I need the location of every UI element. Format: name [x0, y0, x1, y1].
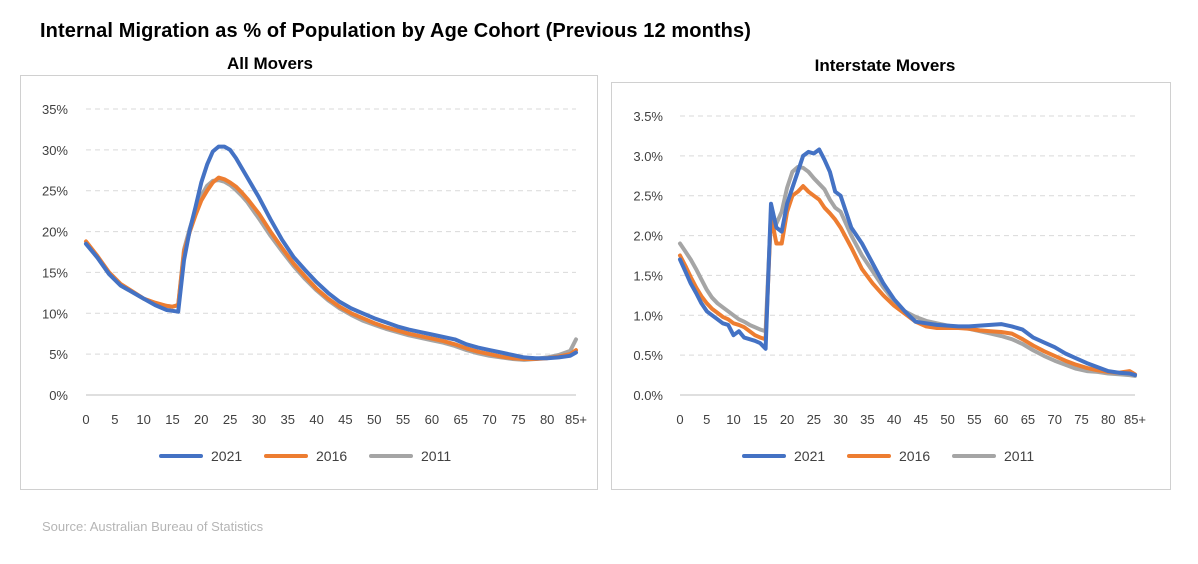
x-tick-label: 75 [511, 412, 525, 427]
x-tick-label: 85+ [1124, 412, 1146, 427]
x-tick-label: 70 [482, 412, 496, 427]
y-tick-label: 2.0% [633, 229, 663, 244]
x-tick-label: 20 [194, 412, 208, 427]
legend-label-2011: 2011 [1004, 448, 1034, 464]
y-tick-label: 10% [42, 306, 68, 321]
legend-label-2016: 2016 [316, 448, 347, 464]
x-tick-label: 55 [396, 412, 410, 427]
x-tick-label: 20 [780, 412, 794, 427]
y-tick-label: 0.0% [633, 388, 663, 403]
chart-title-interstate-movers: Interstate Movers [814, 56, 956, 75]
series-line-2021 [84, 144, 578, 361]
x-tick-label: 40 [309, 412, 323, 427]
legend-label-2011: 2011 [421, 448, 451, 464]
x-tick-label: 70 [1047, 412, 1061, 427]
x-tick-label: 45 [338, 412, 352, 427]
legend-label-2016: 2016 [899, 448, 930, 464]
legend-label-2021: 2021 [211, 448, 242, 464]
y-tick-label: 1.5% [633, 268, 663, 283]
y-tick-label: 30% [42, 143, 68, 158]
x-tick-label: 30 [252, 412, 266, 427]
y-tick-label: 25% [42, 184, 68, 199]
x-tick-label: 45 [914, 412, 928, 427]
y-tick-label: 1.0% [633, 308, 663, 323]
x-tick-label: 10 [726, 412, 740, 427]
x-tick-label: 15 [753, 412, 767, 427]
x-tick-label: 30 [833, 412, 847, 427]
series-line-2016 [678, 184, 1137, 377]
x-tick-label: 85+ [565, 412, 587, 427]
main-title: Internal Migration as % of Population by… [40, 20, 751, 42]
chart-title-all-movers: All Movers [227, 54, 313, 73]
series-line-2011 [678, 165, 1137, 378]
y-tick-label: 0.5% [633, 348, 663, 363]
x-tick-label: 60 [994, 412, 1008, 427]
y-tick-label: 15% [42, 265, 68, 280]
x-tick-label: 40 [887, 412, 901, 427]
y-tick-label: 35% [42, 102, 68, 117]
chart-all-movers-svg: 0% 5% 10% 15% 20% 25% 30% 35% 0 5 10 15 20 25 30 35 40 45… [42, 102, 587, 464]
legend-label-2021: 2021 [794, 448, 825, 464]
series-line-2016 [84, 175, 578, 361]
source-note: Source: Australian Bureau of Statistics [42, 519, 264, 534]
x-tick-label: 75 [1074, 412, 1088, 427]
y-tick-label: 5% [49, 347, 68, 362]
x-tick-label: 5 [111, 412, 118, 427]
y-tick-label: 3.0% [633, 149, 663, 164]
x-tick-label: 65 [453, 412, 467, 427]
x-tick-label: 50 [940, 412, 954, 427]
y-tick-label: 3.5% [633, 109, 663, 124]
x-tick-label: 80 [1101, 412, 1115, 427]
x-tick-label: 60 [425, 412, 439, 427]
x-tick-label: 15 [165, 412, 179, 427]
chart-interstate-movers-svg: 0.0% 0.5% 1.0% 1.5% 2.0% 2.5% 3.0% 3.5% 0 5 10 15 20… [633, 109, 1146, 464]
x-tick-label: 5 [703, 412, 710, 427]
x-tick-label: 25 [807, 412, 821, 427]
x-tick-label: 25 [223, 412, 237, 427]
chart-all-movers: 0% 5% 10% 15% 20% 25% 30% 35% 0 5 10 15 20 25 30 35 40 45… [20, 75, 598, 490]
x-tick-label: 35 [860, 412, 874, 427]
x-tick-label: 65 [1021, 412, 1035, 427]
x-tick-label: 0 [676, 412, 683, 427]
x-tick-label: 35 [281, 412, 295, 427]
chart-interstate-movers: 0.0% 0.5% 1.0% 1.5% 2.0% 2.5% 3.0% 3.5% 0 5 10 15 20… [611, 82, 1171, 490]
y-tick-label: 20% [42, 225, 68, 240]
x-tick-label: 10 [136, 412, 150, 427]
x-tick-label: 0 [82, 412, 89, 427]
x-tick-label: 50 [367, 412, 381, 427]
x-tick-label: 55 [967, 412, 981, 427]
series-line-2011 [84, 178, 578, 362]
series-line-2021 [678, 147, 1137, 378]
y-tick-label: 0% [49, 388, 68, 403]
x-tick-label: 80 [540, 412, 554, 427]
y-tick-label: 2.5% [633, 189, 663, 204]
